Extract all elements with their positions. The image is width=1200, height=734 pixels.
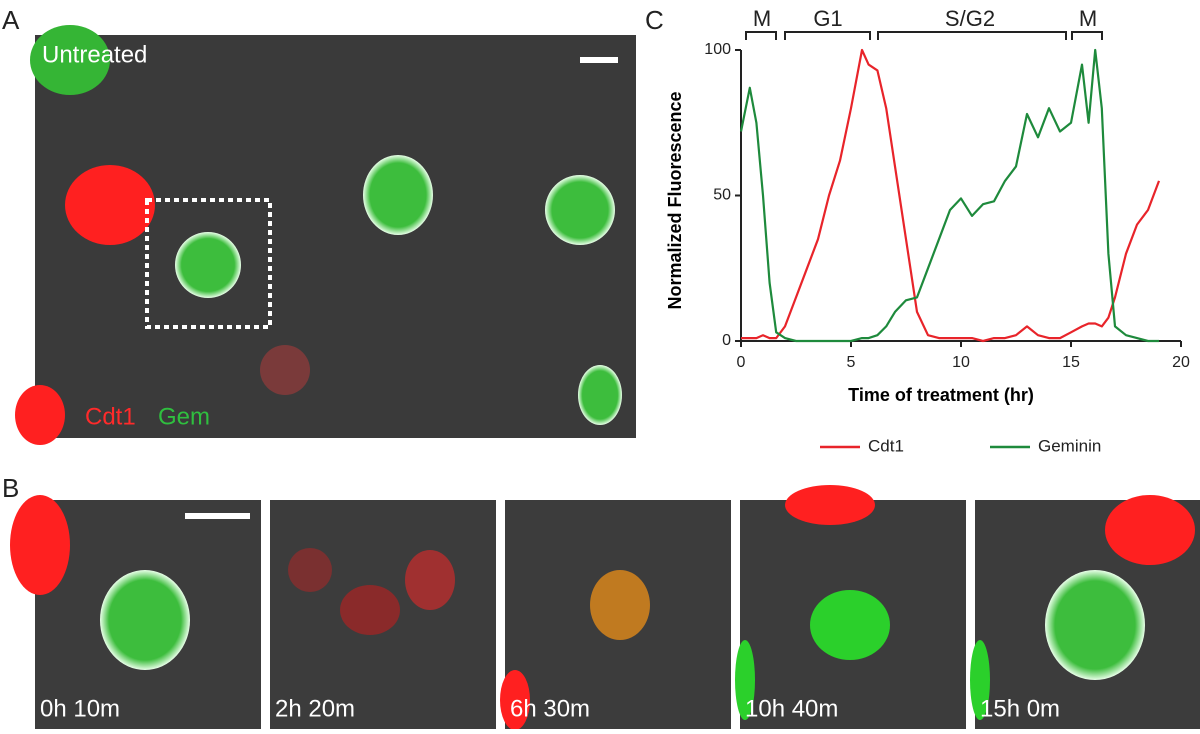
cell	[1105, 495, 1195, 565]
channel-label: Gem	[158, 403, 210, 430]
x-tick-label: 20	[1172, 354, 1190, 371]
y-tick-label: 100	[704, 41, 731, 58]
x-tick-label: 10	[952, 354, 970, 371]
cell	[288, 548, 332, 592]
scale-bar	[185, 513, 250, 519]
zoom-box	[145, 198, 272, 329]
phase-label: M	[753, 6, 771, 31]
cell	[405, 550, 455, 610]
cell	[363, 155, 433, 235]
cell	[735, 640, 755, 720]
phase-label-bg	[946, 8, 994, 30]
phase-label: M	[1079, 6, 1097, 31]
phase-bracket	[784, 31, 871, 40]
x-axis-title: Time of treatment (hr)	[848, 385, 1034, 405]
cell	[970, 640, 990, 720]
cell	[810, 590, 890, 660]
legend-label: Geminin	[1038, 436, 1101, 455]
cell	[545, 175, 615, 245]
timepoint-label: 15h 0m	[980, 695, 1060, 722]
panel-label: B	[2, 473, 19, 503]
cell	[590, 570, 650, 640]
cell	[578, 365, 622, 425]
cell	[10, 495, 70, 595]
scale-bar	[580, 57, 618, 63]
channel-label: Cdt1	[85, 403, 136, 430]
series-line	[739, 48, 1159, 343]
x-tick-label: 0	[737, 354, 746, 371]
timepoint-label: 10h 40m	[745, 695, 838, 722]
series-line	[741, 48, 1161, 343]
phase-bracket	[1071, 31, 1103, 40]
cell	[500, 670, 530, 730]
timepoint-label: 6h 30m	[510, 695, 590, 722]
cell	[340, 585, 400, 635]
phase-label-bg	[804, 8, 852, 30]
cell	[100, 570, 190, 670]
phase-bracket	[745, 31, 777, 40]
x-tick-label: 15	[1062, 354, 1080, 371]
x-tick-label: 5	[847, 354, 856, 371]
phase-label: S/G2	[945, 6, 995, 31]
y-tick-label: 0	[722, 332, 731, 349]
panel-label: A	[2, 5, 20, 35]
cell	[260, 345, 310, 395]
phase-label-bg	[1064, 8, 1112, 30]
panel-label: C	[645, 5, 664, 35]
cell	[785, 485, 875, 525]
cell	[1045, 570, 1145, 680]
y-axis-title: Normalized Fluorescence	[665, 91, 685, 309]
y-tick-label: 50	[713, 187, 731, 204]
phase-bracket	[877, 31, 1067, 40]
phase-label-bg	[738, 8, 786, 30]
cell	[30, 25, 110, 95]
cell	[15, 385, 65, 445]
phase-label: G1	[813, 6, 842, 31]
timepoint-label: 2h 20m	[275, 695, 355, 722]
cell	[175, 232, 241, 298]
timepoint-label: 0h 10m	[40, 695, 120, 722]
condition-label: Untreated	[42, 41, 147, 68]
cell	[65, 165, 155, 245]
legend-label: Cdt1	[868, 436, 904, 455]
